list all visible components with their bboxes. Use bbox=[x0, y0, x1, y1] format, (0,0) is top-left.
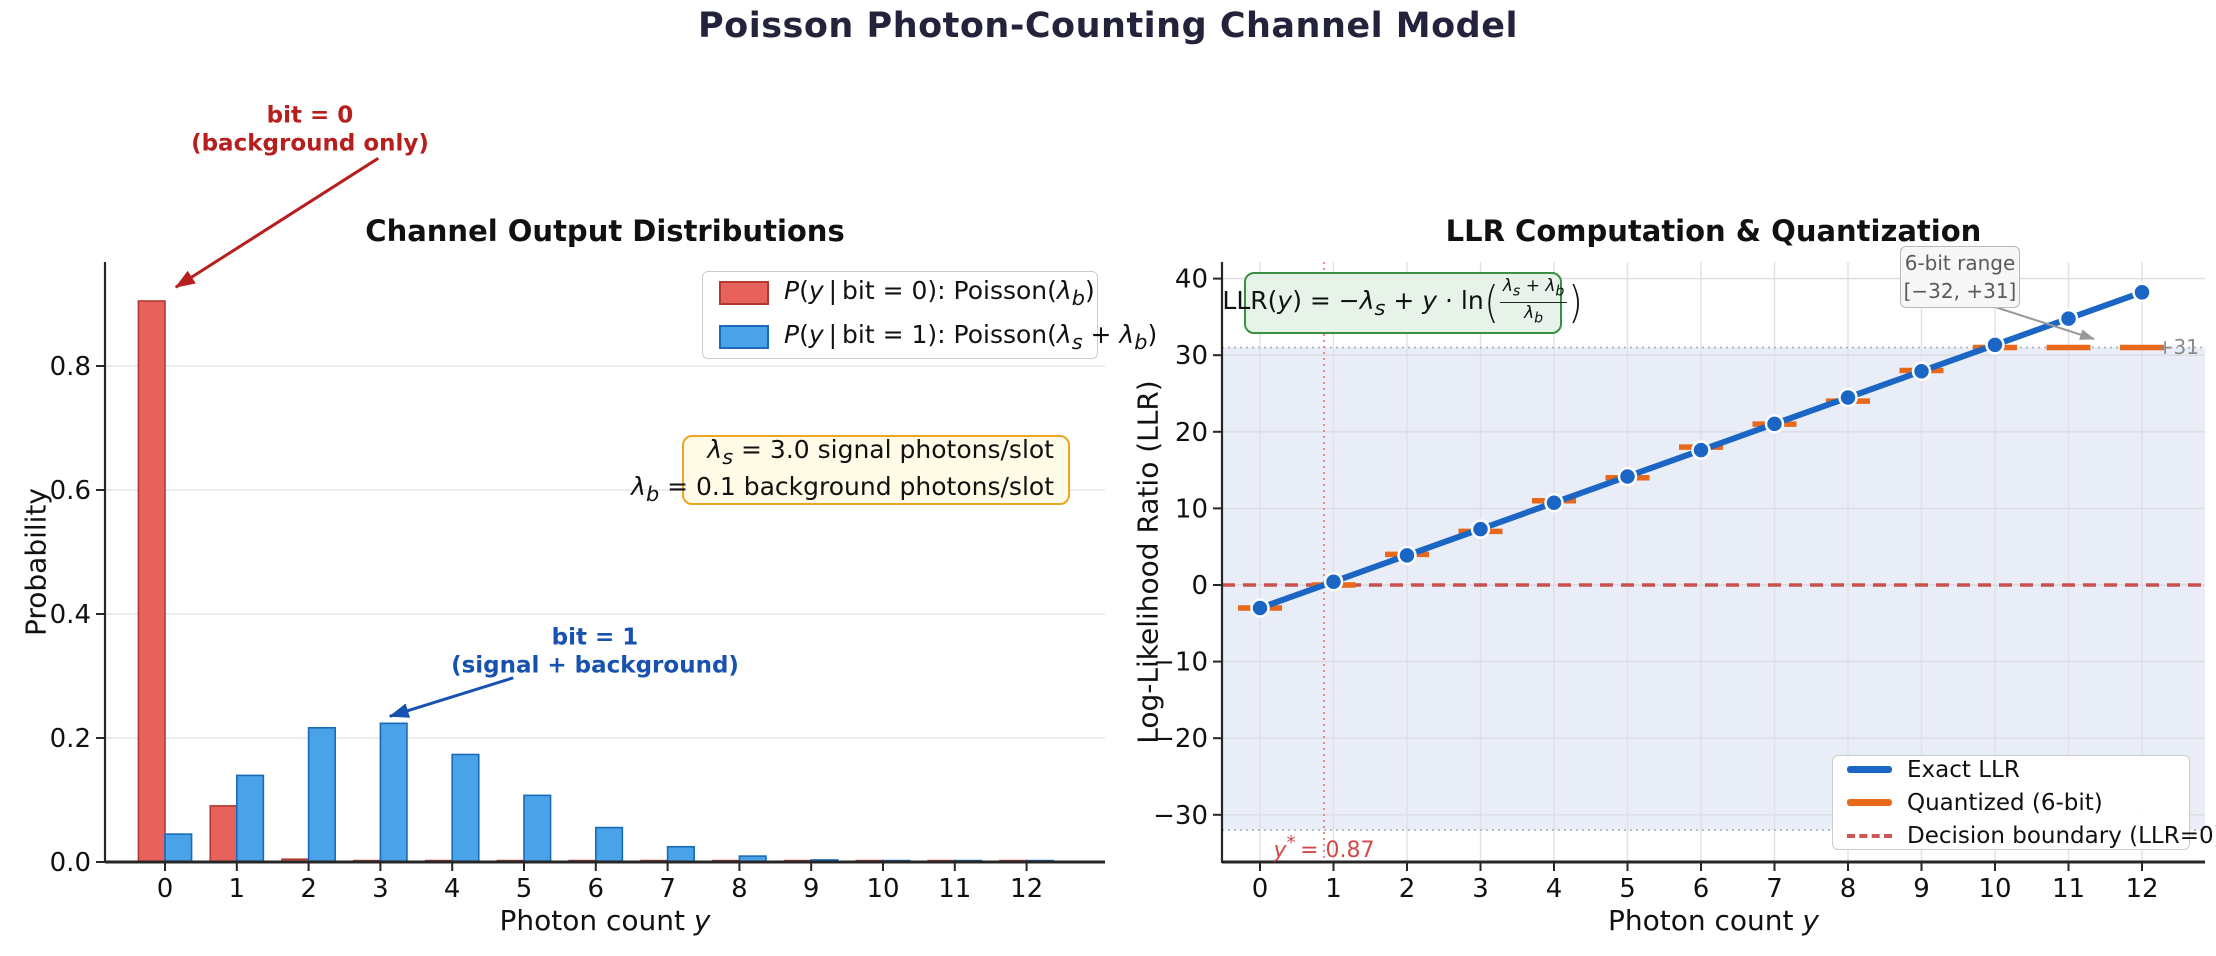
svg-text:10: 10 bbox=[866, 874, 899, 904]
right-x-axis-label: Photon count y bbox=[1608, 904, 1819, 937]
right-chart-title: LLR Computation & Quantization bbox=[1445, 214, 1982, 248]
formula-open-paren: ( bbox=[1483, 277, 1499, 328]
formula-numerator: λs + λb bbox=[1499, 276, 1568, 303]
param-lambda-s: λs = 3.0 signal photons/slot bbox=[707, 434, 1054, 469]
svg-text:12: 12 bbox=[2125, 874, 2158, 904]
svg-text:4: 4 bbox=[444, 874, 461, 904]
svg-text:4: 4 bbox=[1546, 874, 1563, 904]
svg-text:8: 8 bbox=[1840, 874, 1857, 904]
legend-label-exact-llr: Exact LLR bbox=[1907, 756, 2020, 783]
svg-text:3: 3 bbox=[372, 874, 389, 904]
legend-label-quantized: Quantized (6-bit) bbox=[1907, 789, 2103, 816]
svg-text:1: 1 bbox=[229, 874, 246, 904]
legend-item-decision-boundary: Decision boundary (LLR=0) bbox=[1847, 823, 2216, 849]
svg-text:0.2: 0.2 bbox=[50, 724, 91, 754]
left-legend: P(y | bit = 0): Poisson(λb) P(y | bit = … bbox=[702, 271, 1157, 359]
right-legend: Exact LLR Quantized (6-bit) Decision bou… bbox=[1832, 755, 2216, 850]
svg-text:5: 5 bbox=[516, 874, 533, 904]
svg-text:2: 2 bbox=[300, 874, 317, 904]
svg-text:10: 10 bbox=[1175, 494, 1208, 524]
svg-text:0.8: 0.8 bbox=[50, 352, 91, 382]
svg-text:40: 40 bbox=[1175, 265, 1208, 295]
svg-text:6: 6 bbox=[588, 874, 605, 904]
svg-text:−10: −10 bbox=[1153, 648, 1208, 678]
formula-close-paren: ) bbox=[1568, 277, 1584, 328]
svg-text:20: 20 bbox=[1175, 418, 1208, 448]
clamp-value-label: +31 bbox=[2156, 335, 2199, 359]
annotation-bit1: bit = 1 (signal + background) bbox=[451, 624, 739, 679]
svg-text:12: 12 bbox=[1010, 874, 1043, 904]
annotation-bit1-line2: (signal + background) bbox=[451, 652, 739, 678]
svg-text:−20: −20 bbox=[1153, 724, 1208, 754]
bit1-swatch-icon bbox=[719, 325, 769, 349]
svg-text:9: 9 bbox=[803, 874, 820, 904]
six-bit-range-line2: [−32, +31] bbox=[1903, 279, 2017, 303]
decision-threshold-label: y* = 0.87 bbox=[1273, 832, 1375, 864]
llr-formula-box: LLR(y) = −λs + y · ln ( λs + λb λb ) bbox=[1222, 272, 1583, 334]
svg-text:0: 0 bbox=[157, 874, 174, 904]
parameters-box: λs = 3.0 signal photons/slot λb = 0.1 ba… bbox=[631, 434, 1070, 506]
formula-fraction: λs + λb λb bbox=[1499, 276, 1568, 327]
svg-text:8: 8 bbox=[731, 874, 748, 904]
svg-text:0.0: 0.0 bbox=[50, 848, 91, 878]
svg-text:2: 2 bbox=[1399, 874, 1416, 904]
annotation-bit1-line1: bit = 1 bbox=[551, 624, 639, 651]
left-x-axis-label: Photon count y bbox=[499, 904, 711, 937]
param-lambda-b: λb = 0.1 background photons/slot bbox=[631, 471, 1054, 506]
svg-text:10: 10 bbox=[1978, 874, 2011, 904]
annotation-bit0-line2: (background only) bbox=[191, 130, 429, 156]
svg-text:11: 11 bbox=[938, 874, 971, 904]
llr-formula-prefix: LLR(y) = −λs + y · ln bbox=[1222, 286, 1484, 320]
decision-boundary-line-icon bbox=[1847, 833, 1892, 838]
svg-text:1: 1 bbox=[1325, 874, 1342, 904]
six-bit-range-line1: 6-bit range bbox=[1904, 251, 2016, 275]
formula-denominator: λb bbox=[1524, 302, 1544, 326]
svg-text:7: 7 bbox=[659, 874, 676, 904]
legend-label-bit1: P(y | bit = 1): Poisson(λs + λb) bbox=[784, 320, 1158, 354]
six-bit-range-box: 6-bit range [−32, +31] bbox=[1900, 246, 2020, 308]
svg-text:0: 0 bbox=[1191, 571, 1208, 601]
svg-text:3: 3 bbox=[1472, 874, 1489, 904]
right-y-axis-label: Log-Likelihood Ratio (LLR) bbox=[1131, 380, 1165, 744]
svg-text:0.4: 0.4 bbox=[50, 600, 91, 630]
svg-text:5: 5 bbox=[1619, 874, 1636, 904]
bit0-swatch-icon bbox=[719, 281, 769, 305]
legend-item-quantized: Quantized (6-bit) bbox=[1847, 790, 2175, 816]
exact-llr-line-icon bbox=[1847, 766, 1892, 773]
legend-item-bit0: P(y | bit = 0): Poisson(λb) bbox=[719, 276, 1095, 310]
legend-label-bit0: P(y | bit = 0): Poisson(λb) bbox=[784, 276, 1095, 310]
svg-text:0: 0 bbox=[1252, 874, 1269, 904]
legend-item-bit1: P(y | bit = 1): Poisson(λs + λb) bbox=[719, 320, 1157, 354]
left-chart-title: Channel Output Distributions bbox=[365, 214, 845, 248]
legend-item-exact-llr: Exact LLR bbox=[1847, 757, 2175, 783]
left-y-axis-label: Probability bbox=[19, 487, 53, 637]
svg-text:30: 30 bbox=[1175, 341, 1208, 371]
annotation-bit0-line1: bit = 0 bbox=[266, 102, 354, 129]
svg-text:9: 9 bbox=[1913, 874, 1930, 904]
annotation-bit0: bit = 0 (background only) bbox=[191, 102, 429, 157]
legend-label-decision-boundary: Decision boundary (LLR=0) bbox=[1907, 822, 2216, 849]
svg-text:−30: −30 bbox=[1153, 801, 1208, 831]
svg-text:11: 11 bbox=[2052, 874, 2085, 904]
svg-text:0.6: 0.6 bbox=[50, 476, 91, 506]
svg-text:7: 7 bbox=[1766, 874, 1783, 904]
figure-title: Poisson Photon-Counting Channel Model bbox=[698, 6, 1518, 46]
quantized-line-icon bbox=[1847, 799, 1892, 806]
svg-text:6: 6 bbox=[1693, 874, 1710, 904]
